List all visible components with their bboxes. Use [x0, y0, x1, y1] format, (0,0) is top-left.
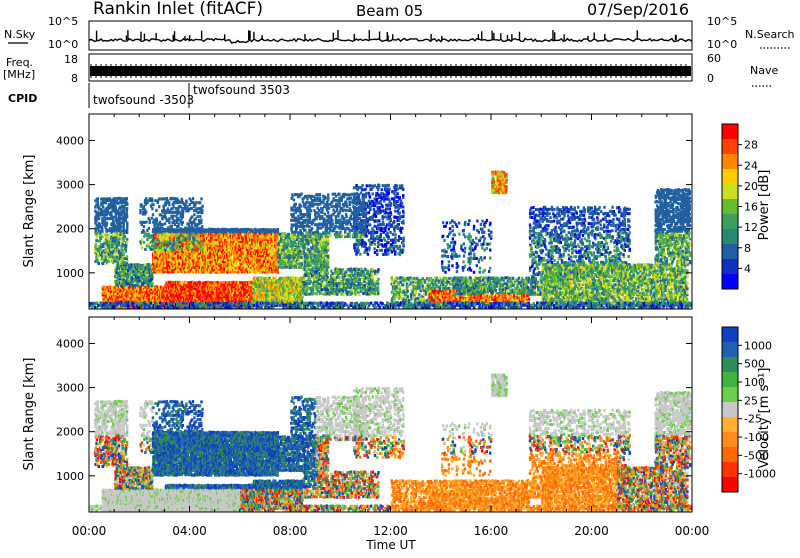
date-title: 07/Sep/2016 — [587, 0, 689, 19]
noise-tick-top: 10^5 — [48, 15, 78, 28]
cpid-panel: CPID twofsound -3503 twofsound 3503 — [8, 83, 290, 108]
noise-right-tick-bottom: 10^0 — [707, 38, 737, 51]
station-title: Rankin Inlet (fitACF) — [93, 0, 263, 19]
power-cell — [151, 282, 153, 285]
power-cell — [280, 244, 282, 247]
power-cell — [279, 233, 281, 236]
cpid-annotation-1: twofsound -3503 — [93, 93, 194, 107]
noise-panel: N.Sky 10^5 10^0 10^5 10^0 N.Search — [4, 15, 795, 51]
power-cell — [274, 277, 276, 280]
freq-tick-bottom: 8 — [71, 72, 78, 85]
nave-tick-top: 60 — [707, 52, 721, 65]
power-cell — [151, 272, 153, 275]
power-cell — [148, 263, 150, 266]
power-cell — [177, 255, 179, 258]
frequency-panel: Freq. [MHz] 18 8 60 0 Nave — [3, 52, 778, 86]
cpid-label: CPID — [8, 92, 37, 105]
power-cell — [297, 258, 299, 261]
power-cell — [276, 268, 278, 271]
noise-frame — [89, 21, 692, 50]
power-cell — [277, 271, 279, 274]
noise-tick-bottom: 10^0 — [48, 38, 78, 51]
power-cell — [285, 250, 287, 253]
cpid-annotation-2: twofsound 3503 — [193, 83, 290, 97]
nave-label: Nave — [750, 64, 778, 77]
power-heatmap-cells — [89, 170, 693, 309]
power-cell — [296, 238, 298, 241]
freq-tick-top: 18 — [64, 53, 78, 66]
noise-series-line — [89, 39, 692, 44]
power-cell — [138, 276, 140, 279]
freq-label-bottom: [MHz] — [3, 68, 35, 81]
power-cell — [284, 243, 286, 246]
noise-right-tick-top: 10^5 — [707, 15, 737, 28]
power-cell — [286, 266, 288, 269]
power-cell — [277, 228, 279, 231]
power-cell — [223, 281, 225, 284]
power-cell — [288, 233, 290, 236]
beam-title: Beam 05 — [356, 2, 423, 20]
noise-right-label: N.Search — [745, 28, 795, 41]
nave-tick-bottom: 0 — [707, 72, 714, 85]
noise-left-label: N.Sky — [4, 28, 36, 41]
